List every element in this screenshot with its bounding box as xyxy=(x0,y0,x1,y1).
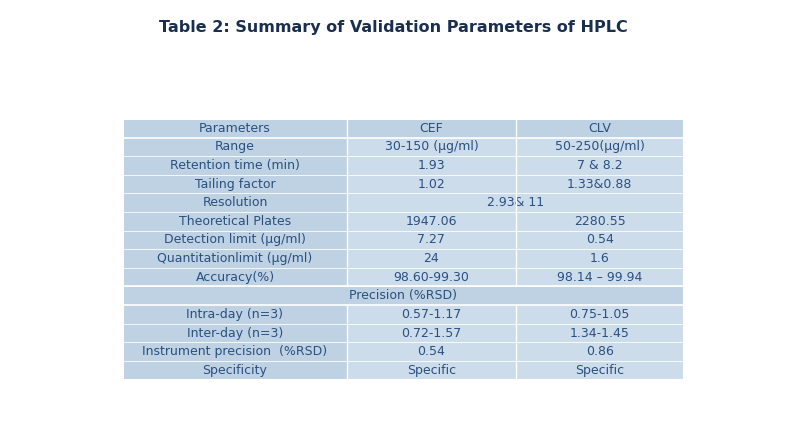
Text: Theoretical Plates: Theoretical Plates xyxy=(179,215,291,228)
Bar xyxy=(515,175,684,194)
Bar xyxy=(515,230,684,249)
Bar xyxy=(515,156,684,175)
Text: 98.60-99.30: 98.60-99.30 xyxy=(394,271,469,284)
Bar xyxy=(123,138,347,156)
Bar xyxy=(515,249,684,268)
Text: Retention time (min): Retention time (min) xyxy=(170,159,300,172)
Text: 30-150 (μg/ml): 30-150 (μg/ml) xyxy=(385,140,478,153)
Text: 1.34-1.45: 1.34-1.45 xyxy=(570,326,630,339)
Bar xyxy=(347,305,515,324)
Text: Detection limit (μg/ml): Detection limit (μg/ml) xyxy=(164,233,306,247)
Text: 0.54: 0.54 xyxy=(586,233,614,247)
Text: Quantitationlimit (μg/ml): Quantitationlimit (μg/ml) xyxy=(157,252,312,265)
Text: Parameters: Parameters xyxy=(199,122,271,135)
Text: 50-250(μg/ml): 50-250(μg/ml) xyxy=(555,140,645,153)
Bar xyxy=(123,119,347,138)
Text: 1947.06: 1947.06 xyxy=(405,215,457,228)
Text: Instrument precision  (%RSD): Instrument precision (%RSD) xyxy=(142,345,327,358)
Text: CEF: CEF xyxy=(419,122,443,135)
Bar xyxy=(347,194,684,212)
Text: Specific: Specific xyxy=(407,364,456,377)
Bar xyxy=(515,342,684,361)
Bar xyxy=(123,268,347,286)
Text: 2280.55: 2280.55 xyxy=(574,215,626,228)
Bar xyxy=(515,305,684,324)
Bar xyxy=(347,230,515,249)
Text: 24: 24 xyxy=(423,252,439,265)
Bar xyxy=(347,268,515,286)
Bar xyxy=(347,156,515,175)
Bar xyxy=(123,230,347,249)
Text: 0.72-1.57: 0.72-1.57 xyxy=(401,326,461,339)
Bar xyxy=(515,268,684,286)
Bar xyxy=(347,175,515,194)
Text: 0.54: 0.54 xyxy=(417,345,445,358)
Text: CLV: CLV xyxy=(589,122,611,135)
Bar xyxy=(123,249,347,268)
Text: Specificity: Specificity xyxy=(202,364,268,377)
Text: Inter-day (n=3): Inter-day (n=3) xyxy=(187,326,283,339)
Text: Table 2: Summary of Validation Parameters of HPLC: Table 2: Summary of Validation Parameter… xyxy=(159,20,628,35)
Bar xyxy=(347,138,515,156)
Text: Specific: Specific xyxy=(575,364,624,377)
Text: 1.93: 1.93 xyxy=(418,159,445,172)
Text: 0.57-1.17: 0.57-1.17 xyxy=(401,308,461,321)
Bar xyxy=(515,119,684,138)
Bar xyxy=(347,212,515,230)
Text: Range: Range xyxy=(215,140,255,153)
Bar xyxy=(347,119,515,138)
Bar xyxy=(123,212,347,230)
Text: Accuracy(%): Accuracy(%) xyxy=(195,271,275,284)
Text: Precision (%RSD): Precision (%RSD) xyxy=(349,289,457,302)
Bar xyxy=(347,342,515,361)
Bar xyxy=(515,361,684,380)
Text: 1.6: 1.6 xyxy=(590,252,610,265)
Bar xyxy=(515,138,684,156)
Text: Intra-day (n=3): Intra-day (n=3) xyxy=(187,308,283,321)
Text: Tailing factor: Tailing factor xyxy=(194,178,275,191)
Bar xyxy=(123,305,347,324)
Bar xyxy=(123,156,347,175)
Bar xyxy=(515,212,684,230)
Bar xyxy=(123,324,347,342)
Bar xyxy=(347,324,515,342)
Bar xyxy=(123,361,347,380)
Text: 0.86: 0.86 xyxy=(586,345,614,358)
Bar xyxy=(347,361,515,380)
Text: 2.93& 11: 2.93& 11 xyxy=(487,196,544,209)
Bar xyxy=(123,194,347,212)
Text: 1.02: 1.02 xyxy=(418,178,445,191)
Bar xyxy=(515,324,684,342)
Bar xyxy=(347,249,515,268)
Text: 1.33&0.88: 1.33&0.88 xyxy=(567,178,633,191)
Text: 7 & 8.2: 7 & 8.2 xyxy=(577,159,623,172)
Text: Resolution: Resolution xyxy=(202,196,268,209)
Bar xyxy=(123,286,684,305)
Bar xyxy=(123,342,347,361)
Text: 7.27: 7.27 xyxy=(417,233,445,247)
Text: 98.14 – 99.94: 98.14 – 99.94 xyxy=(557,271,642,284)
Bar xyxy=(123,175,347,194)
Bar xyxy=(123,119,684,380)
Text: 0.75-1.05: 0.75-1.05 xyxy=(570,308,630,321)
